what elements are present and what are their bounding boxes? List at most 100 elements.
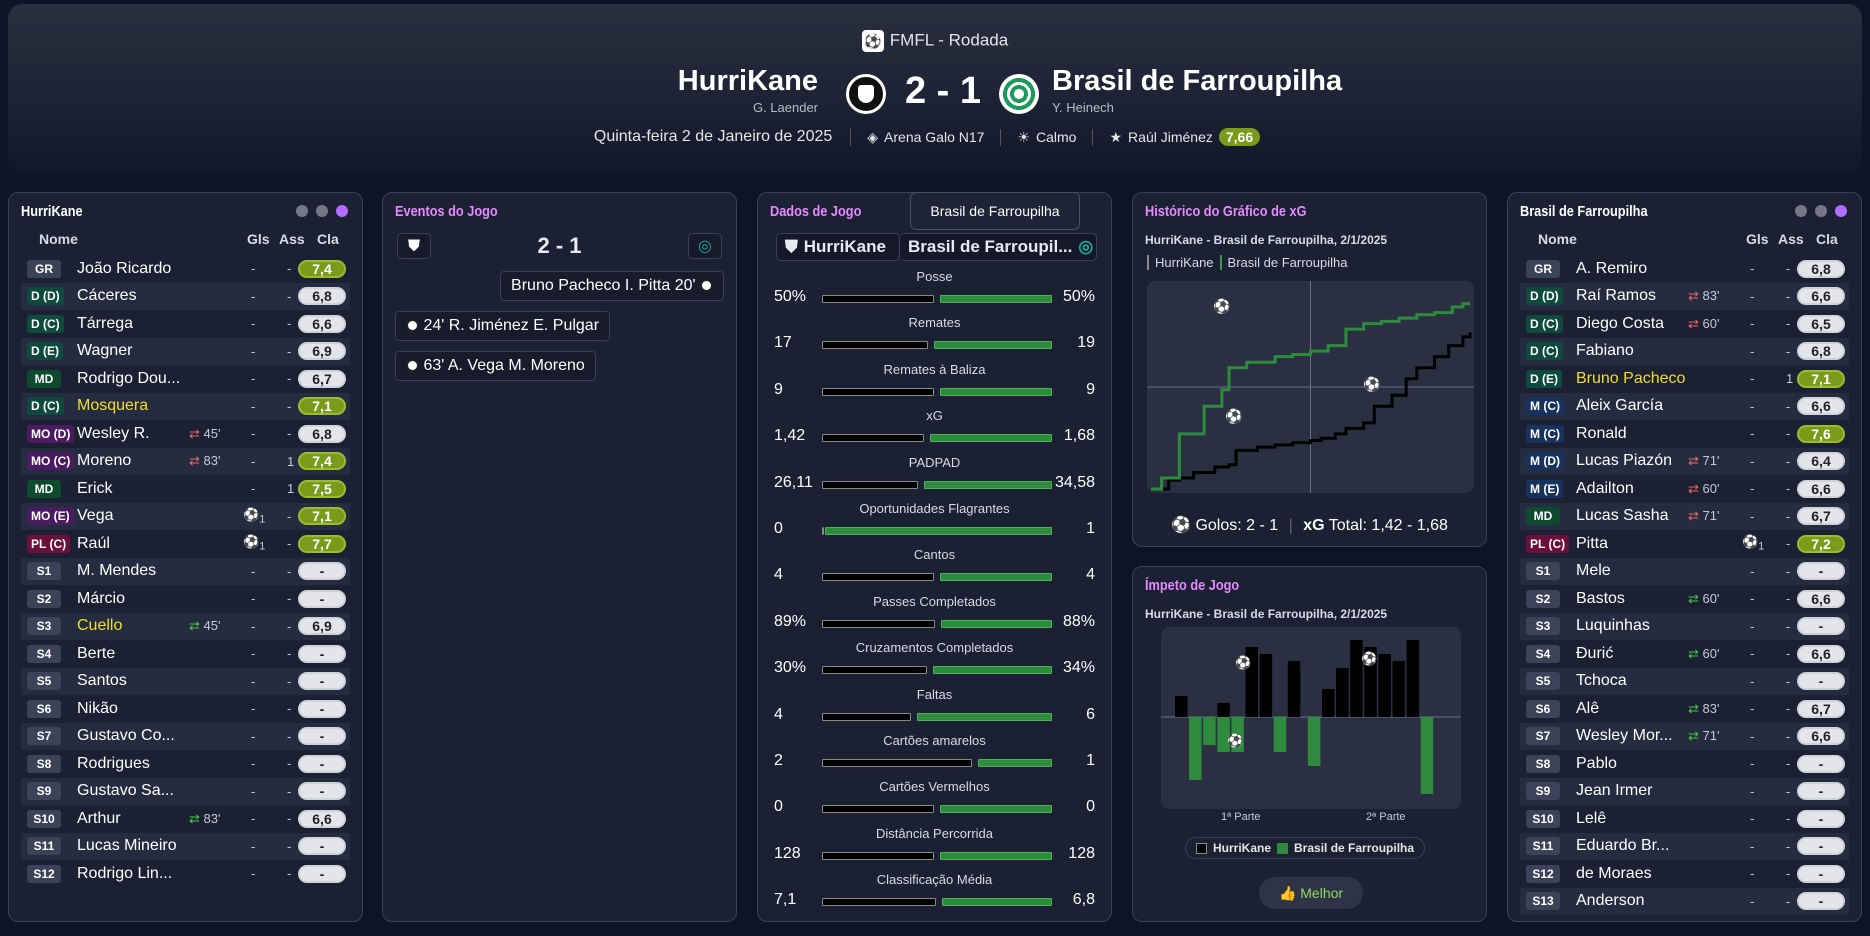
player-name[interactable]: A. Remiro	[1576, 259, 1648, 277]
player-row[interactable]: M (E) Adailton ⇄ 60' - -6,6	[1520, 475, 1849, 502]
momentum-chart[interactable]: ⚽ ⚽ ⚽	[1161, 627, 1461, 809]
player-row[interactable]: D (E) Bruno Pacheco - 1 7,1	[1520, 365, 1849, 392]
player-row[interactable]: S12 de Moraes - - -	[1520, 860, 1849, 887]
player-row[interactable]: PL (C) Pitta ⚽1 -7,2	[1520, 530, 1849, 557]
player-row[interactable]: GR A. Remiro - -6,8	[1520, 255, 1849, 282]
player-row[interactable]: S7 Gustavo Co... - - -	[21, 722, 350, 750]
player-name[interactable]: Nikão	[77, 699, 118, 717]
away-manager[interactable]: Y. Heinech	[1052, 100, 1114, 115]
tab-away[interactable]: Brasil de Farroupil... ◎	[900, 233, 1097, 261]
player-row[interactable]: S11 Lucas Mineiro - - -	[21, 832, 350, 860]
home-team-name[interactable]: HurriKane	[677, 65, 818, 97]
col-gls[interactable]: Gls	[247, 231, 270, 247]
momentum-bar[interactable]	[1378, 654, 1391, 717]
player-name[interactable]: Márcio	[77, 589, 126, 607]
player-row[interactable]: MD Lucas Sasha ⇄ 71' - -6,7	[1520, 502, 1849, 530]
goal-marker-icon[interactable]: ⚽	[1212, 298, 1230, 315]
event-item[interactable]: Bruno Pacheco I. Pitta 20'	[500, 271, 724, 301]
player-row[interactable]: S1 Mele - - -	[1520, 557, 1849, 585]
player-row[interactable]: S8 Rodrigues - - -	[21, 750, 350, 777]
player-name[interactable]: Eduardo Br...	[1576, 837, 1670, 854]
dot-1[interactable]	[296, 205, 308, 217]
momentum-bar[interactable]	[1287, 661, 1301, 717]
player-row[interactable]: D (C) Tárrega - -6,6	[21, 310, 350, 337]
stadium[interactable]: ◈ Arena Galo N17	[851, 128, 1002, 146]
player-name[interactable]: Rodrigo Dou...	[77, 369, 181, 387]
away-crest-icon[interactable]: ◎	[688, 233, 722, 259]
player-name[interactable]: Lelê	[1576, 809, 1607, 827]
player-name[interactable]: Arthur	[77, 809, 121, 827]
view-toggle[interactable]	[1795, 205, 1847, 217]
away-team[interactable]: Brasil de Farroupilha Y. Heinech	[1052, 64, 1342, 115]
player-name[interactable]: Ronald	[1576, 424, 1627, 442]
dot-3[interactable]	[1835, 205, 1847, 217]
momentum-bar[interactable]	[1203, 717, 1216, 745]
dot-2[interactable]	[1815, 205, 1827, 217]
momentum-bar[interactable]	[1217, 703, 1230, 717]
player-name[interactable]: Bruno Pacheco	[1576, 369, 1686, 387]
xg-chart[interactable]: ⚽ ⚽ ⚽	[1147, 281, 1474, 493]
player-row[interactable]: PL (C) Raúl ⚽1 -7,7	[21, 530, 350, 557]
player-name[interactable]: Fabiano	[1576, 342, 1634, 359]
player-name[interactable]: Cáceres	[77, 287, 137, 304]
player-row[interactable]: M (D) Lucas Piazón ⇄ 71' - -6,4	[1520, 447, 1849, 475]
goal-marker-icon[interactable]: ⚽	[1362, 376, 1380, 393]
xg-series-line[interactable]	[1151, 302, 1470, 491]
player-name[interactable]: Mele	[1576, 562, 1611, 579]
best-button[interactable]: 👍 Melhor	[1259, 877, 1363, 909]
player-row[interactable]: MO (E) Vega ⚽1 -7,1	[21, 502, 350, 530]
momentum-bar[interactable]	[1231, 717, 1244, 752]
player-row[interactable]: GR João Ricardo - -7,4	[21, 255, 350, 282]
momentum-bar[interactable]	[1406, 640, 1420, 717]
home-crest-icon[interactable]: ⛊	[397, 233, 431, 259]
dot-3[interactable]	[336, 205, 348, 217]
player-row[interactable]: S13 Anderson - - -	[1520, 887, 1849, 915]
player-row[interactable]: M (C) Aleix García - -6,6	[1520, 392, 1849, 420]
player-row[interactable]: MO (C) Moreno ⇄ 83' - 1 7,4	[21, 447, 350, 475]
player-name[interactable]: Adailton	[1576, 479, 1634, 497]
player-row[interactable]: S4 Đurić ⇄ 60' - -6,6	[1520, 640, 1849, 667]
player-row[interactable]: D (C) Fabiano - -6,8	[1520, 337, 1849, 365]
player-name[interactable]: Lucas Piazón	[1576, 452, 1673, 469]
player-name[interactable]: Santos	[77, 672, 127, 689]
player-name[interactable]: Raúl	[77, 534, 110, 552]
player-row[interactable]: S4 Berte - - -	[21, 640, 350, 667]
player-name[interactable]: Jean Irmer	[1576, 782, 1653, 799]
player-name[interactable]: Diego Costa	[1576, 314, 1665, 332]
player-row[interactable]: S8 Pablo - - -	[1520, 750, 1849, 777]
player-name[interactable]: Tchoca	[1576, 672, 1627, 689]
player-row[interactable]: D (E) Wagner - -6,9	[21, 337, 350, 365]
player-name[interactable]: Gustavo Co...	[77, 727, 175, 744]
event-item[interactable]: 24' R. Jiménez E. Pulgar	[395, 311, 611, 341]
player-name[interactable]: M. Mendes	[77, 562, 157, 579]
player-name[interactable]: de Moraes	[1576, 864, 1652, 882]
momentum-bar[interactable]	[1245, 647, 1259, 717]
player-name[interactable]: Erick	[77, 479, 113, 497]
player-name[interactable]: Wesley R.	[77, 424, 150, 442]
player-row[interactable]: S9 Jean Irmer - - -	[1520, 777, 1849, 805]
col-ass[interactable]: Ass	[1778, 231, 1804, 247]
player-row[interactable]: S11 Eduardo Br... - - -	[1520, 832, 1849, 860]
momentum-bar[interactable]	[1420, 717, 1434, 794]
player-row[interactable]: S3 Luquinhas - - -	[1520, 612, 1849, 640]
col-cla[interactable]: Cla	[1816, 231, 1838, 247]
player-row[interactable]: MO (D) Wesley R. ⇄ 45' - -6,8	[21, 420, 350, 447]
tab-home[interactable]: ⛊ HurriKane	[776, 233, 900, 261]
player-name[interactable]: Pitta	[1576, 534, 1609, 552]
player-name[interactable]: Đurić	[1576, 644, 1614, 662]
col-gls[interactable]: Gls	[1746, 231, 1769, 247]
momentum-bar[interactable]	[1189, 717, 1202, 780]
col-cla[interactable]: Cla	[317, 231, 339, 247]
player-name[interactable]: Aleix García	[1576, 397, 1664, 414]
player-name[interactable]: Luquinhas	[1576, 617, 1650, 634]
away-crest-icon[interactable]	[999, 74, 1039, 114]
momentum-bar[interactable]	[1259, 654, 1273, 717]
event-item[interactable]: 63' A. Vega M. Moreno	[395, 351, 596, 381]
player-row[interactable]: S5 Tchoca - - -	[1520, 667, 1849, 695]
goal-marker-icon[interactable]: ⚽	[1360, 651, 1377, 666]
player-row[interactable]: S3 Cuello ⇄ 45' - -6,9	[21, 612, 350, 640]
player-name[interactable]: Cuello	[77, 617, 123, 634]
player-name[interactable]: Mosquera	[77, 397, 149, 414]
player-row[interactable]: S12 Rodrigo Lin... - - -	[21, 860, 350, 887]
player-row[interactable]: S6 Nikão - - -	[21, 695, 350, 722]
